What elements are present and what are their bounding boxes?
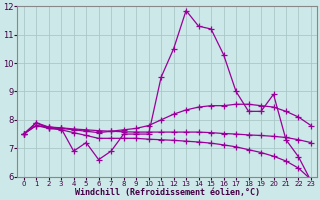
X-axis label: Windchill (Refroidissement éolien,°C): Windchill (Refroidissement éolien,°C) (75, 188, 260, 197)
